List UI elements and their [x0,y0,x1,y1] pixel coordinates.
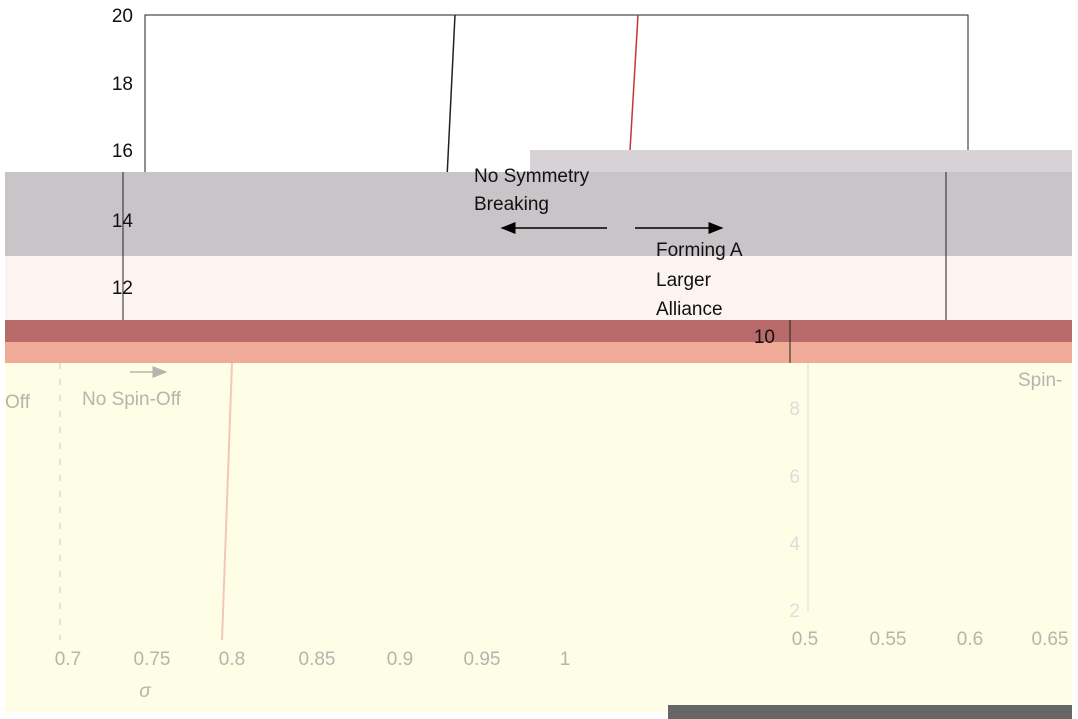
x-tick-label: 0.6 [957,629,983,650]
lower-window [5,363,1072,712]
y-tick-label: 10 [754,327,775,348]
y-tick-label: 18 [112,74,133,95]
x-tick-label: 0.75 [134,649,171,670]
x-tick-label: 0.85 [299,649,336,670]
y-tick-label: 2 [789,601,800,622]
y-tick-label: 6 [789,467,800,488]
y-tick-label: 20 [112,6,133,27]
y-tick-label: 14 [112,211,134,232]
glitch-band [5,342,1072,363]
annotation: Alliance [656,299,723,320]
x-tick-label: 0.95 [464,649,501,670]
annotation: Forming A [656,240,743,261]
annotation: Breaking [474,194,549,215]
glitch-bar [668,705,1072,719]
glitch-band [5,320,1072,342]
annotation: Spin- [1018,370,1062,391]
glitch-band [5,172,1072,256]
annotation: No Symmetry [474,166,590,187]
annotation: No Spin-Off [82,389,182,410]
y-tick-label: 16 [112,141,133,162]
x-tick-label: 1 [560,649,571,670]
x-axis-label: σ [139,681,152,702]
x-tick-label: 0.9 [387,649,413,670]
annotation: Off [5,392,31,413]
glitch-band [5,256,1072,320]
annotation: Larger [656,270,712,291]
x-tick-label: 0.8 [219,649,245,670]
x-tick-label: 0.7 [55,649,81,670]
x-tick-label: 0.65 [1032,629,1069,650]
y-tick-label: 8 [789,399,800,420]
y-tick-label: 4 [789,534,800,555]
y-tick-label: 12 [112,278,133,299]
lower-lines [59,172,947,641]
x-tick-label: 0.55 [870,629,907,650]
x-tick-label: 0.5 [792,629,818,650]
